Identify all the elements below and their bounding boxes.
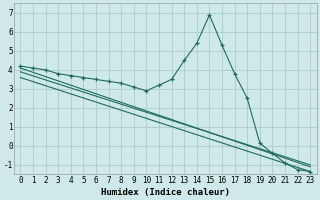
X-axis label: Humidex (Indice chaleur): Humidex (Indice chaleur)	[101, 188, 230, 197]
